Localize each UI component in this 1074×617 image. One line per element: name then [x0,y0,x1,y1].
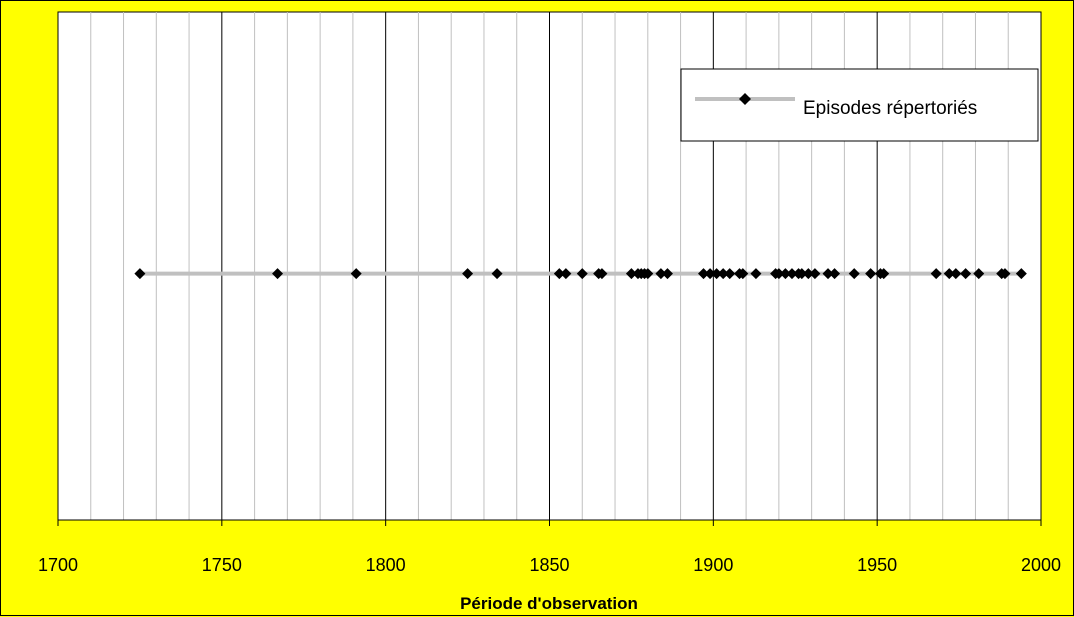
data-point-marker [848,268,860,280]
data-point-marker [878,268,890,280]
data-point-marker [802,268,814,280]
data-point-marker [491,268,503,280]
data-point-marker [822,268,834,280]
data-point-marker [625,268,637,280]
legend-marker-sample [739,93,751,105]
data-point-marker [999,268,1011,280]
legend-label: Episodes répertoriés [803,98,977,119]
legend-box [680,68,1039,142]
data-point-marker [576,268,588,280]
data-point-marker [272,268,284,280]
x-tick-label: 1850 [529,555,569,575]
x-tick-label: 2000 [1021,555,1061,575]
data-point-marker [737,268,749,280]
data-point-marker [809,268,821,280]
x-tick-label: 1750 [202,555,242,575]
data-point-marker [865,268,877,280]
data-point-marker [350,268,362,280]
x-tick-label: 1800 [366,555,406,575]
data-point-marker [724,268,736,280]
data-point-marker [786,268,798,280]
data-point-marker [596,268,608,280]
data-point-marker [750,268,762,280]
data-point-marker [796,268,808,280]
data-point-marker [973,268,985,280]
data-point-marker [698,268,710,280]
data-point-marker [717,268,729,280]
data-point-marker [661,268,673,280]
x-tick-label: 1900 [693,555,733,575]
data-point-marker [773,268,785,280]
data-point-marker [704,268,716,280]
data-point-marker [1015,268,1027,280]
data-point-marker [829,268,841,280]
data-point-marker [711,268,723,280]
data-point-marker [560,268,572,280]
x-tick-label: 1700 [38,555,78,575]
x-axis-title: Période d'observation [460,594,638,613]
data-point-marker [642,268,654,280]
data-point-marker [779,268,791,280]
series-layer [134,268,1027,280]
data-point-marker [930,268,942,280]
x-tick-label: 1950 [857,555,897,575]
data-point-marker [134,268,146,280]
legend: Episodes répertoriés [680,68,1039,142]
data-point-marker [960,268,972,280]
x-axis: 1700 1750 1800 1850 1900 1950 2000 [38,519,1061,575]
data-point-marker [462,268,474,280]
data-point-marker [950,268,962,280]
data-point-marker [553,268,565,280]
data-point-marker [655,268,667,280]
data-point-marker [943,268,955,280]
